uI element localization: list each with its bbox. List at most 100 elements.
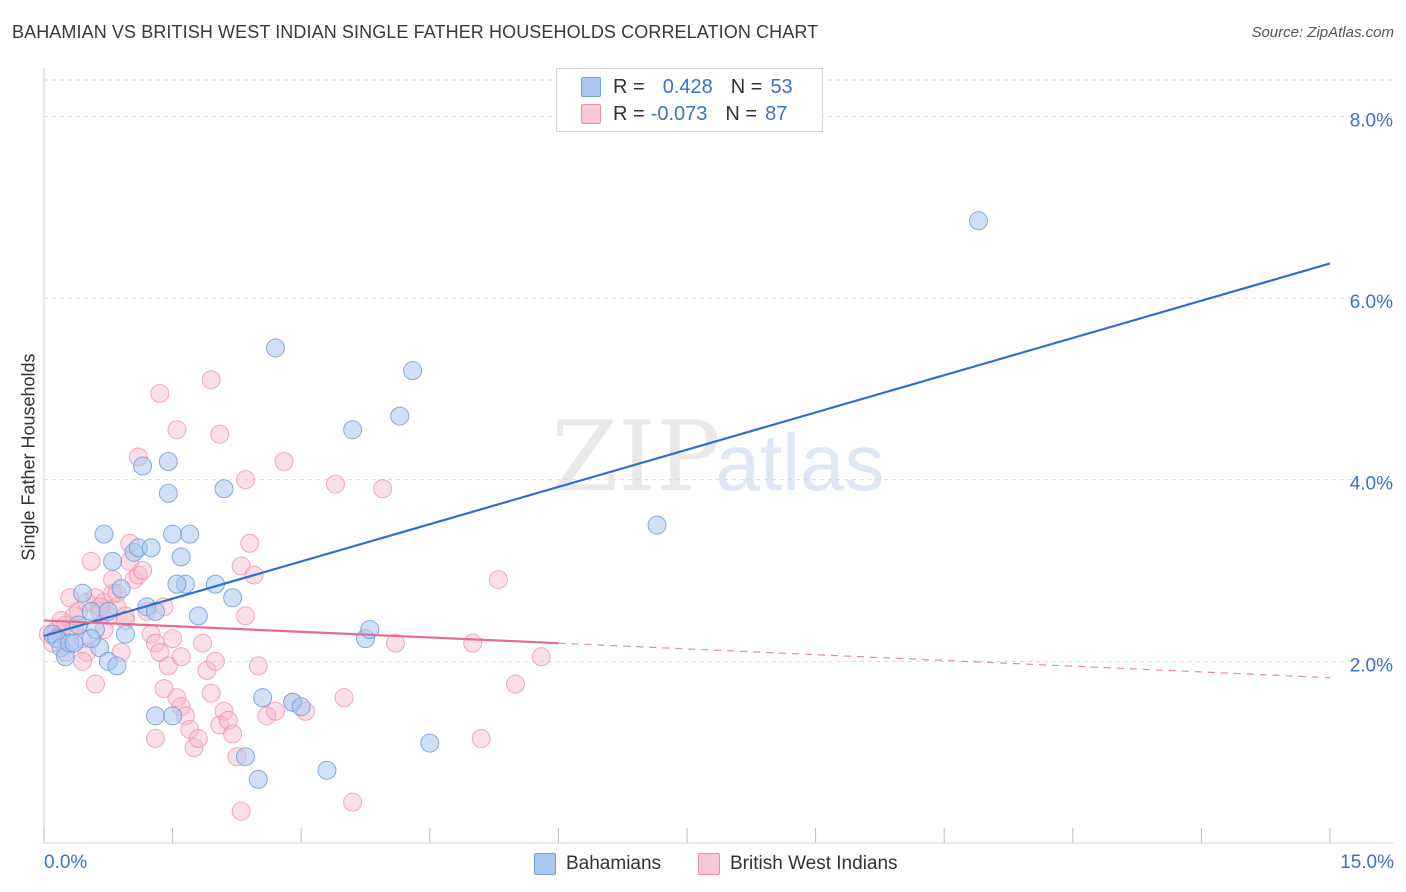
- legend-swatch-bahamians: [534, 853, 556, 875]
- data-point-bahamians: [158, 452, 178, 471]
- watermark-zip: ZIP: [551, 401, 720, 513]
- legend-n-label: N =: [730, 75, 763, 98]
- data-point-bahamians: [317, 760, 337, 780]
- data-point-bahamians: [81, 629, 101, 649]
- data-point-bwi: [85, 674, 105, 694]
- data-point-bahamians: [163, 706, 183, 726]
- data-point-bwi: [193, 633, 213, 653]
- data-point-bwi: [471, 729, 491, 749]
- data-point-bahamians: [167, 574, 187, 594]
- trend-line-bahamians: [43, 262, 1331, 637]
- data-point-bahamians: [235, 747, 255, 767]
- data-point-bahamians: [420, 733, 440, 753]
- data-point-bwi: [265, 701, 285, 721]
- data-point-bahamians: [141, 538, 161, 558]
- legend-label-bwi: British West Indians: [730, 853, 898, 874]
- data-point-bwi: [235, 470, 255, 490]
- data-point-bwi: [214, 701, 234, 721]
- data-point-bwi: [235, 606, 255, 626]
- data-point-bahamians: [343, 420, 363, 440]
- data-point-bahamians: [214, 479, 234, 499]
- legend-swatch-bwi: [698, 853, 720, 875]
- data-point-bwi: [205, 651, 225, 671]
- legend-n-value: 87: [765, 102, 788, 125]
- y-tick-label: 2.0%: [1350, 655, 1393, 676]
- data-point-bwi: [158, 656, 178, 676]
- data-point-bwi: [145, 729, 165, 749]
- data-point-bwi: [231, 556, 251, 576]
- data-point-bahamians: [163, 524, 183, 544]
- legend-r-value: -0.073: [650, 102, 708, 125]
- legend-n-label: N =: [725, 102, 758, 125]
- y-tick-labels: 2.0% 4.0% 6.0% 8.0%: [1350, 110, 1393, 676]
- data-point-bwi: [325, 474, 345, 494]
- legend-swatch-bahamians: [581, 77, 601, 97]
- data-point-bahamians: [81, 601, 101, 621]
- y-tick-label: 6.0%: [1350, 292, 1393, 313]
- data-point-bahamians: [647, 515, 667, 535]
- data-point-bwi: [463, 633, 483, 653]
- trend-line-bwi-extension: [558, 642, 1331, 679]
- data-point-bwi: [167, 420, 187, 440]
- data-point-bwi: [240, 533, 260, 553]
- data-point-bwi: [223, 724, 243, 744]
- watermark-atlas: atlas: [716, 418, 885, 507]
- data-point-bwi: [163, 629, 183, 649]
- legend-r-value: 0.428: [662, 75, 713, 98]
- y-tick-label: 8.0%: [1350, 110, 1393, 131]
- data-point-bwi: [73, 651, 93, 671]
- data-point-bahamians: [968, 211, 988, 231]
- data-point-bwi: [488, 570, 508, 590]
- data-point-bahamians: [107, 656, 127, 676]
- data-point-bahamians: [171, 547, 191, 567]
- data-point-bwi: [373, 479, 393, 499]
- axes: [43, 68, 1393, 844]
- data-point-bahamians: [188, 606, 208, 626]
- data-point-bwi: [81, 551, 101, 571]
- data-point-bahamians: [253, 688, 273, 708]
- data-point-bwi: [334, 688, 354, 708]
- legend-r-label: R =: [613, 75, 645, 98]
- data-point-bwi: [201, 370, 221, 390]
- data-point-bahamians: [133, 456, 153, 476]
- data-point-bwi: [188, 729, 208, 749]
- data-point-bwi: [171, 647, 191, 667]
- legend-label-bahamians: Bahamians: [566, 853, 662, 874]
- legend-row-bwi: R = -0.073 N = 87: [581, 101, 787, 127]
- data-point-bahamians: [111, 579, 131, 599]
- data-point-bwi: [184, 738, 204, 758]
- source-label: Source: ZipAtlas.com: [1251, 24, 1394, 41]
- data-point-bahamians: [145, 601, 165, 621]
- data-point-bahamians: [158, 483, 178, 503]
- data-point-bahamians: [390, 406, 410, 426]
- data-point-bwi: [231, 801, 251, 821]
- trend-line-bwi: [43, 619, 559, 645]
- data-point-bwi: [506, 674, 526, 694]
- trend-lines: [43, 262, 1331, 679]
- data-point-bahamians: [94, 524, 114, 544]
- data-point-bwi: [210, 424, 230, 444]
- series-legend: Bahamians British West Indians: [0, 850, 1406, 878]
- data-point-bwi: [133, 561, 153, 580]
- data-point-bahamians: [248, 769, 268, 789]
- y-axis-label: Single Father Households: [18, 353, 39, 561]
- data-point-bahamians: [115, 624, 135, 644]
- data-point-bwi: [531, 647, 551, 667]
- data-point-bwi: [150, 642, 170, 662]
- legend-item-bwi[interactable]: British West Indians: [698, 853, 898, 875]
- data-point-bahamians: [73, 583, 93, 603]
- data-point-bahamians: [291, 697, 311, 717]
- data-point-bahamians: [223, 588, 243, 608]
- y-tick-label: 4.0%: [1350, 474, 1393, 495]
- chart-title: BAHAMIAN VS BRITISH WEST INDIAN SINGLE F…: [12, 22, 819, 42]
- data-point-bwi: [154, 679, 174, 699]
- data-point-bahamians: [265, 338, 285, 358]
- data-point-bwi: [248, 656, 268, 676]
- data-point-bahamians: [103, 551, 123, 571]
- data-point-bwi: [201, 683, 221, 703]
- watermark: ZIP atlas: [551, 401, 884, 513]
- legend-n-value: 53: [770, 75, 793, 98]
- legend-item-bahamians[interactable]: Bahamians: [534, 853, 661, 875]
- data-point-bwi: [274, 452, 294, 471]
